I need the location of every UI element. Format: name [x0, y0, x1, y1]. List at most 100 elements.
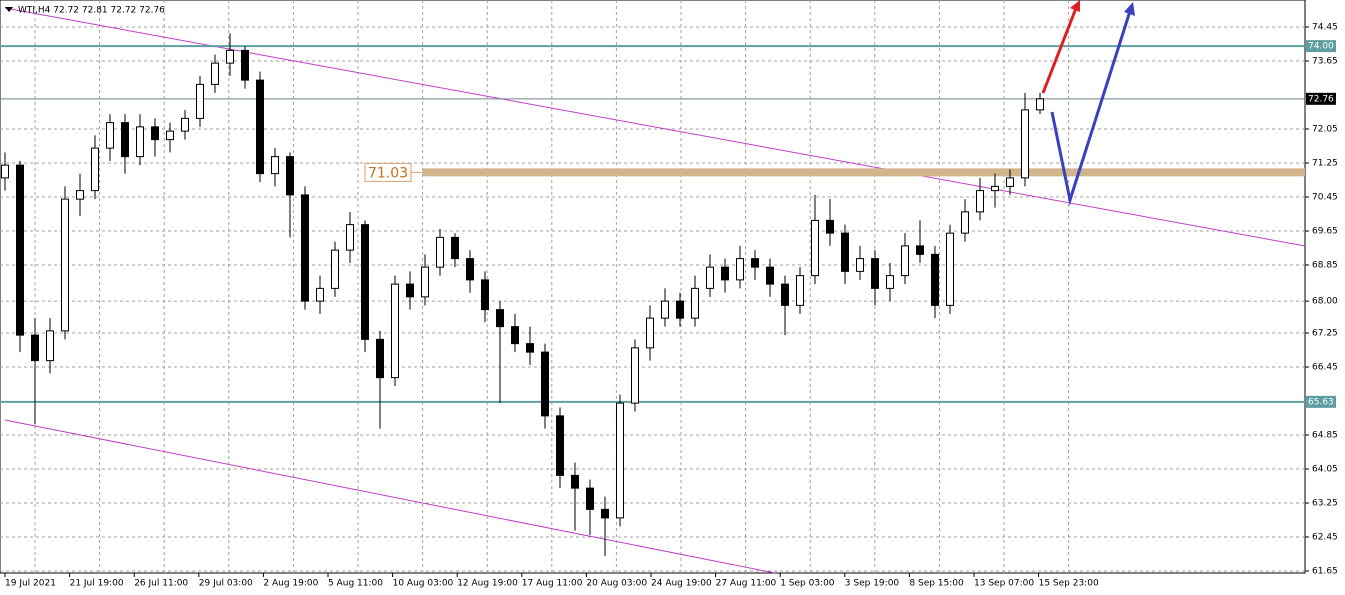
zone-band	[423, 168, 1305, 177]
candle-body	[451, 236, 459, 260]
arrow-head	[1124, 2, 1135, 16]
candle-body	[841, 232, 849, 272]
candle-body	[466, 258, 474, 281]
x-tick-label: 26 Jul 11:00	[134, 579, 188, 589]
candle-body	[181, 117, 189, 132]
zone-label: 71.03	[368, 165, 408, 181]
candle-body	[361, 224, 369, 340]
candle-body	[421, 266, 429, 298]
candle-body	[136, 126, 144, 158]
x-tick-label: 24 Aug 19:00	[651, 579, 712, 589]
candle-body	[856, 258, 864, 272]
candle-body	[646, 317, 654, 349]
candle-body	[76, 190, 84, 200]
level-label: 72.76	[1308, 94, 1334, 104]
trend-line	[4, 7, 1306, 247]
candle-body	[106, 122, 114, 149]
arrow-head	[1070, 0, 1080, 12]
candle-body	[1021, 109, 1029, 179]
candle-body	[481, 279, 489, 311]
y-tick-label: 71.25	[1312, 159, 1338, 169]
candle-body	[886, 275, 894, 289]
blue-arrow	[1050, 7, 1133, 206]
candle-body	[16, 164, 24, 336]
axes: 74.45 73.65 72.05 71.25 70.45 69.65 68.85 68.00…	[4, 23, 1338, 589]
candle-body	[901, 245, 909, 277]
chart-title: WTI,H4 72.72 72.81 72.72 72.76	[18, 6, 165, 16]
x-tick-label: 12 Aug 19:00	[457, 579, 518, 589]
candle-body	[616, 402, 624, 519]
x-tick-label: 20 Aug 03:00	[586, 579, 647, 589]
level-label: 65.63	[1308, 397, 1334, 407]
candle-body	[526, 343, 534, 353]
candle-body	[1036, 98, 1044, 111]
x-tick-label: 13 Sep 07:00	[974, 579, 1034, 589]
candle-body	[331, 249, 339, 289]
candle-body	[196, 83, 204, 119]
candle-body	[751, 258, 759, 268]
candle-body	[766, 266, 774, 285]
x-tick-label: 10 Aug 03:00	[393, 579, 454, 589]
candle-body	[436, 236, 444, 268]
y-tick-label: 61.65	[1312, 567, 1338, 577]
menu-triangle	[5, 7, 13, 12]
candles	[1, 33, 1044, 557]
candle-body	[601, 508, 609, 519]
candle-body	[316, 287, 324, 302]
candle-body	[1, 164, 9, 179]
candle-body	[556, 415, 564, 476]
candle-body	[151, 126, 159, 141]
candle-body	[736, 258, 744, 281]
candle-body	[391, 283, 399, 379]
candle-body	[721, 266, 729, 281]
candle-body	[946, 232, 954, 306]
candle-body	[346, 224, 354, 251]
y-tick-label: 68.00	[1312, 297, 1338, 307]
x-tick-label: 8 Sep 15:00	[909, 579, 964, 589]
y-tick-label: 67.25	[1312, 329, 1338, 339]
y-tick-label: 68.85	[1312, 261, 1338, 271]
candle-body	[286, 156, 294, 196]
candle-body	[406, 283, 414, 298]
x-tick-label: 27 Aug 11:00	[716, 579, 777, 589]
level-label-box	[1306, 92, 1336, 105]
candle-body	[706, 266, 714, 289]
x-tick-label: 2 Aug 19:00	[263, 579, 318, 589]
candle-body	[571, 474, 579, 489]
candle-body	[271, 156, 279, 175]
y-tick-label: 74.45	[1312, 23, 1338, 33]
y-tick-label: 69.65	[1312, 227, 1338, 237]
candle-body	[586, 487, 594, 510]
candle-body	[46, 330, 54, 362]
candle-body	[301, 194, 309, 302]
x-tick-label: 17 Aug 11:00	[522, 579, 583, 589]
red-arrow	[1041, 2, 1080, 94]
candle-body	[871, 258, 879, 289]
x-tick-label: 15 Sep 23:00	[1039, 579, 1099, 589]
candle-body	[166, 130, 174, 141]
candle-body	[976, 190, 984, 213]
candle-body	[496, 309, 504, 328]
y-tick-label: 72.05	[1312, 125, 1338, 135]
candle-body	[91, 147, 99, 192]
candle-body	[241, 49, 249, 81]
candle-body	[781, 283, 789, 306]
candle-body	[691, 287, 699, 319]
candle-body	[631, 347, 639, 404]
candle-body	[826, 219, 834, 234]
candle-body	[121, 122, 129, 158]
x-tick-label: 1 Sep 03:00	[780, 579, 835, 589]
candle-body	[511, 326, 519, 345]
candle-body	[31, 334, 39, 362]
y-tick-label: 70.45	[1312, 193, 1338, 203]
candle-body	[376, 338, 384, 379]
grid	[0, 0, 1305, 573]
y-tick-label: 64.85	[1312, 431, 1338, 441]
candle-body	[1006, 177, 1014, 187]
candle-body	[256, 79, 264, 175]
y-tick-label: 73.65	[1312, 57, 1338, 67]
x-tick-label: 5 Aug 11:00	[328, 579, 383, 589]
plot-frame	[0, 0, 1306, 574]
